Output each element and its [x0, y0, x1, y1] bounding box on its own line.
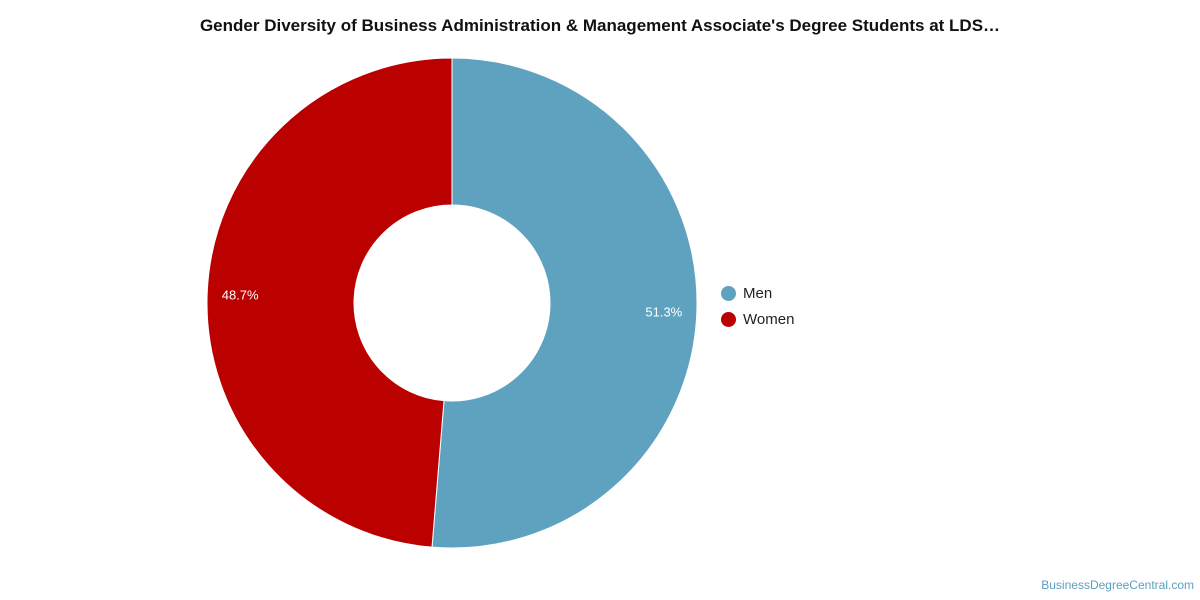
slice-label-women: 48.7% [222, 287, 259, 302]
slice-label-men: 51.3% [645, 305, 682, 320]
donut-slice-men[interactable] [431, 57, 698, 549]
legend: Men Women [721, 280, 794, 332]
chart-title: Gender Diversity of Business Administrat… [199, 16, 1001, 35]
legend-label-women: Women [743, 310, 795, 328]
watermark[interactable]: BusinessDegreeCentral.com [1041, 578, 1194, 592]
legend-label-men: Men [743, 284, 773, 302]
legend-item-men[interactable]: Men [721, 280, 794, 306]
legend-swatch-men [721, 285, 736, 301]
legend-swatch-women [721, 311, 736, 327]
legend-item-women[interactable]: Women [721, 306, 794, 332]
donut-slice-women[interactable] [206, 57, 453, 548]
